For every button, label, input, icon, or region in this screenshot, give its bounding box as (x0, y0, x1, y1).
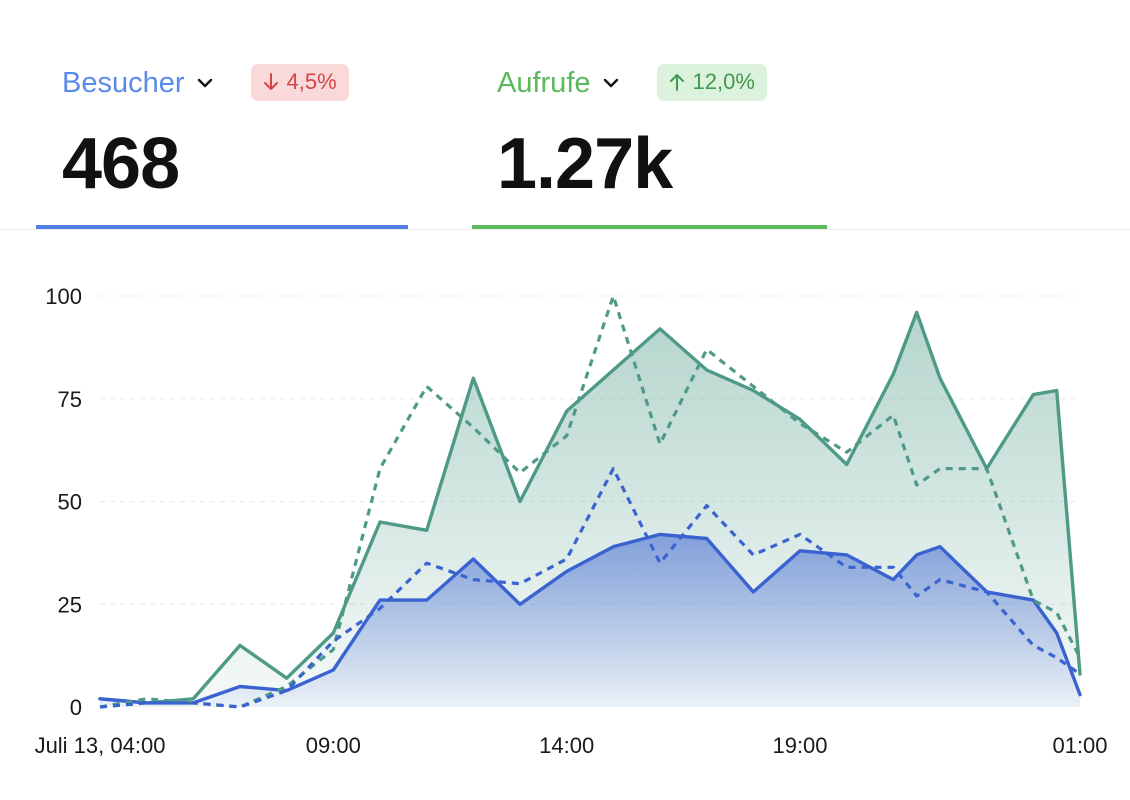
change-value-besucher: 4,5% (286, 69, 337, 94)
change-badge-besucher: 4,5% (250, 64, 349, 101)
change-badge-aufrufe: 12,0% (656, 64, 767, 101)
x-tick-label: Juli 13, 04:00 (35, 733, 166, 758)
y-tick-label: 0 (70, 695, 82, 720)
x-tick-label: 01:00 (1052, 733, 1107, 758)
x-tick-label: 14:00 (539, 733, 594, 758)
y-tick-label: 100 (45, 284, 82, 309)
line-aufrufe-current (98, 310, 1082, 705)
metric-value-aufrufe: 1.27k (497, 124, 673, 204)
metric-header: Besucher 4,5% (62, 64, 349, 101)
line-aufrufe-previous (99, 294, 1082, 709)
header-divider (0, 229, 1130, 230)
arrow-down-icon (263, 73, 278, 90)
metric-label-besucher[interactable]: Besucher (62, 66, 185, 99)
x-tick-label: 09:00 (306, 733, 361, 758)
y-tick-label: 75 (58, 387, 82, 412)
lines (98, 294, 1082, 709)
x-axis: Juli 13, 04:00 09:00 14:00 19:00 01:00 (35, 733, 1108, 758)
y-tick-label: 50 (58, 490, 82, 515)
y-axis: 0 25 50 75 100 (45, 284, 82, 720)
metric-header: Aufrufe 12,0% (497, 64, 767, 101)
area-besucher-current (100, 534, 1080, 707)
line-besucher-previous (99, 467, 1081, 709)
arrow-up-icon (669, 74, 684, 91)
areas (100, 312, 1080, 707)
tab-indicator-aufrufe (472, 225, 827, 229)
y-tick-label: 25 (58, 592, 82, 617)
chevron-down-icon[interactable] (195, 73, 215, 93)
metric-label-aufrufe[interactable]: Aufrufe (497, 66, 591, 99)
x-tick-label: 19:00 (772, 733, 827, 758)
chevron-down-icon[interactable] (601, 73, 621, 93)
change-value-aufrufe: 12,0% (692, 69, 755, 94)
selected-tab-indicator (36, 225, 408, 229)
metric-value-besucher: 468 (62, 124, 180, 204)
